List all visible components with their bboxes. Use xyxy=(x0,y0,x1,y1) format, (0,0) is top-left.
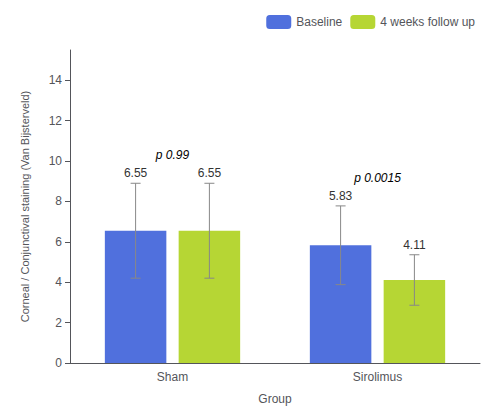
svg-text:5.83: 5.83 xyxy=(329,189,353,203)
svg-text:12: 12 xyxy=(49,114,63,128)
svg-text:p 0.99: p 0.99 xyxy=(155,148,190,162)
svg-text:Group: Group xyxy=(258,392,292,406)
svg-text:Baseline: Baseline xyxy=(296,15,342,29)
svg-text:Corneal / Conjunctival stainin: Corneal / Conjunctival staining (Van Bij… xyxy=(19,91,31,323)
svg-text:4.11: 4.11 xyxy=(403,238,426,252)
svg-text:Sirolimus: Sirolimus xyxy=(353,370,402,384)
svg-text:6.55: 6.55 xyxy=(124,166,148,180)
svg-text:2: 2 xyxy=(55,316,62,330)
svg-text:4 weeks follow up: 4 weeks follow up xyxy=(380,15,475,29)
svg-text:4: 4 xyxy=(55,275,62,289)
svg-text:p 0.0015: p 0.0015 xyxy=(353,171,401,185)
svg-text:6: 6 xyxy=(55,235,62,249)
svg-text:8: 8 xyxy=(55,194,62,208)
svg-text:6.55: 6.55 xyxy=(198,166,222,180)
svg-text:Sham: Sham xyxy=(157,370,188,384)
svg-text:0: 0 xyxy=(55,356,62,370)
svg-text:10: 10 xyxy=(49,154,63,168)
svg-text:14: 14 xyxy=(49,73,63,87)
